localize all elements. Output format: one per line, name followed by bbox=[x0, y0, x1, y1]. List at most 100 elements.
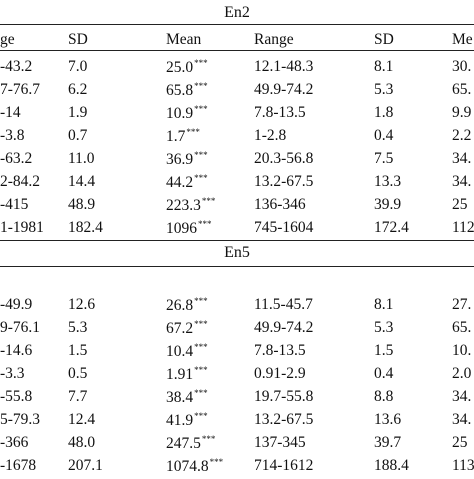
significance-marker: *** bbox=[201, 196, 216, 206]
cell-sd-2: 1.5 bbox=[374, 342, 394, 359]
significance-marker: *** bbox=[194, 411, 208, 421]
cell-mean-1: 10.4*** bbox=[166, 342, 208, 361]
table-row: -1678 207.1 1074.8*** 714-1612 188.4 113 bbox=[0, 457, 474, 479]
cell-mean-2: 34. bbox=[452, 388, 472, 405]
cell-range-1: -43.2 bbox=[0, 58, 33, 75]
cell-mean-1: 25.0*** bbox=[166, 58, 208, 77]
header-range-2: Range bbox=[254, 31, 294, 48]
cell-mean-1: 223.3*** bbox=[166, 196, 215, 215]
cell-mean-1: 44.2*** bbox=[166, 173, 208, 192]
cell-sd-1: 48.0 bbox=[68, 434, 96, 451]
cell-mean-2: 2.2 bbox=[452, 127, 472, 144]
cell-range-1: 5-79.3 bbox=[0, 411, 41, 428]
table-row: -43.2 7.0 25.0*** 12.1-48.3 8.1 30. bbox=[0, 58, 474, 80]
mean-value: 10.4 bbox=[166, 343, 194, 360]
mean-value: 38.4 bbox=[166, 389, 194, 406]
cell-sd-2: 5.3 bbox=[374, 319, 394, 336]
cell-mean-1: 67.2*** bbox=[166, 319, 208, 338]
rule-above-group-en5 bbox=[0, 240, 474, 241]
cell-mean-2: 27. bbox=[452, 296, 472, 313]
cell-sd-2: 188.4 bbox=[374, 457, 409, 474]
cell-sd-2: 172.4 bbox=[374, 219, 409, 236]
mean-value: 1.7 bbox=[166, 128, 186, 145]
cell-range-2: 136-346 bbox=[254, 196, 306, 213]
cell-range-1: -55.8 bbox=[0, 388, 33, 405]
cell-sd-1: 14.4 bbox=[68, 173, 96, 190]
cell-sd-2: 39.7 bbox=[374, 434, 402, 451]
cell-sd-1: 7.7 bbox=[68, 388, 88, 405]
significance-marker: *** bbox=[209, 457, 224, 467]
table-row: -3.3 0.5 1.91*** 0.91-2.9 0.4 2.0 bbox=[0, 365, 474, 387]
cell-sd-1: 0.5 bbox=[68, 365, 88, 382]
significance-marker: *** bbox=[186, 127, 200, 137]
table-row: 1-1981 182.4 1096*** 745-1604 172.4 112 bbox=[0, 219, 474, 241]
group-label-en2: En2 bbox=[224, 4, 250, 21]
cell-mean-1: 38.4*** bbox=[166, 388, 208, 407]
cell-sd-2: 8.1 bbox=[374, 296, 394, 313]
cell-mean-2: 25 bbox=[452, 434, 468, 451]
mean-value: 1096 bbox=[166, 220, 197, 237]
cell-sd-2: 8.1 bbox=[374, 58, 394, 75]
cell-mean-1: 36.9*** bbox=[166, 150, 208, 169]
cell-mean-1: 26.8*** bbox=[166, 296, 208, 315]
cell-range-1: 2-84.2 bbox=[0, 173, 41, 190]
significance-marker: *** bbox=[194, 58, 208, 68]
cell-mean-2: 65. bbox=[452, 319, 472, 336]
mean-value: 41.9 bbox=[166, 412, 194, 429]
mean-value: 26.8 bbox=[166, 297, 194, 314]
cell-range-2: 13.2-67.5 bbox=[254, 411, 314, 428]
table-row: 2-84.2 14.4 44.2*** 13.2-67.5 13.3 34. bbox=[0, 173, 474, 195]
header-mean-1: Mean bbox=[166, 31, 202, 48]
cell-mean-2: 30. bbox=[452, 58, 472, 75]
cell-mean-2: 34. bbox=[452, 411, 472, 428]
cell-range-1: -14 bbox=[0, 104, 21, 121]
cell-range-1: -1678 bbox=[0, 457, 37, 474]
cell-range-2: 19.7-55.8 bbox=[254, 388, 314, 405]
table-row: -14.6 1.5 10.4*** 7.8-13.5 1.5 10. bbox=[0, 342, 474, 364]
significance-marker: *** bbox=[194, 388, 208, 398]
significance-marker: *** bbox=[201, 434, 216, 444]
cell-sd-2: 13.6 bbox=[374, 411, 402, 428]
cell-range-1: -415 bbox=[0, 196, 29, 213]
cell-sd-1: 1.5 bbox=[68, 342, 88, 359]
cell-mean-2: 25 bbox=[452, 196, 468, 213]
mean-value: 247.5 bbox=[166, 435, 201, 452]
cell-range-2: 20.3-56.8 bbox=[254, 150, 314, 167]
cell-sd-2: 0.4 bbox=[374, 365, 394, 382]
cell-mean-1: 1096*** bbox=[166, 219, 212, 238]
cell-mean-1: 1.7*** bbox=[166, 127, 200, 146]
cell-range-2: 49.9-74.2 bbox=[254, 81, 314, 98]
cell-range-2: 137-345 bbox=[254, 434, 306, 451]
cell-sd-2: 13.3 bbox=[374, 173, 402, 190]
cell-sd-2: 0.4 bbox=[374, 127, 394, 144]
cell-mean-1: 10.9*** bbox=[166, 104, 208, 123]
table-row: -415 48.9 223.3*** 136-346 39.9 25 bbox=[0, 196, 474, 218]
significance-marker: *** bbox=[198, 219, 212, 229]
mean-value: 65.8 bbox=[166, 82, 194, 99]
cell-range-2: 13.2-67.5 bbox=[254, 173, 314, 190]
cell-sd-2: 8.8 bbox=[374, 388, 394, 405]
cell-mean-1: 1.91*** bbox=[166, 365, 208, 384]
rule-under-group-en2 bbox=[0, 24, 474, 25]
cell-sd-2: 7.5 bbox=[374, 150, 394, 167]
table-row: 9-76.1 5.3 67.2*** 49.9-74.2 5.3 65. bbox=[0, 319, 474, 341]
mean-value: 223.3 bbox=[166, 197, 201, 214]
cell-mean-2: 34. bbox=[452, 173, 472, 190]
rule-under-header bbox=[0, 50, 474, 51]
cell-range-1: -14.6 bbox=[0, 342, 33, 359]
significance-marker: *** bbox=[194, 150, 208, 160]
significance-marker: *** bbox=[194, 365, 208, 375]
cell-range-2: 714-1612 bbox=[254, 457, 314, 474]
mean-value: 36.9 bbox=[166, 151, 194, 168]
cell-mean-2: 2.0 bbox=[452, 365, 472, 382]
table-row: -14 1.9 10.9*** 7.8-13.5 1.8 9.9 bbox=[0, 104, 474, 126]
cell-sd-2: 5.3 bbox=[374, 81, 394, 98]
significance-marker: *** bbox=[194, 173, 208, 183]
cell-mean-2: 65. bbox=[452, 81, 472, 98]
header-sd-1: SD bbox=[68, 31, 88, 48]
cell-range-2: 49.9-74.2 bbox=[254, 319, 314, 336]
cell-mean-2: 10. bbox=[452, 342, 472, 359]
cell-sd-1: 12.4 bbox=[68, 411, 96, 428]
mean-value: 1.91 bbox=[166, 366, 194, 383]
